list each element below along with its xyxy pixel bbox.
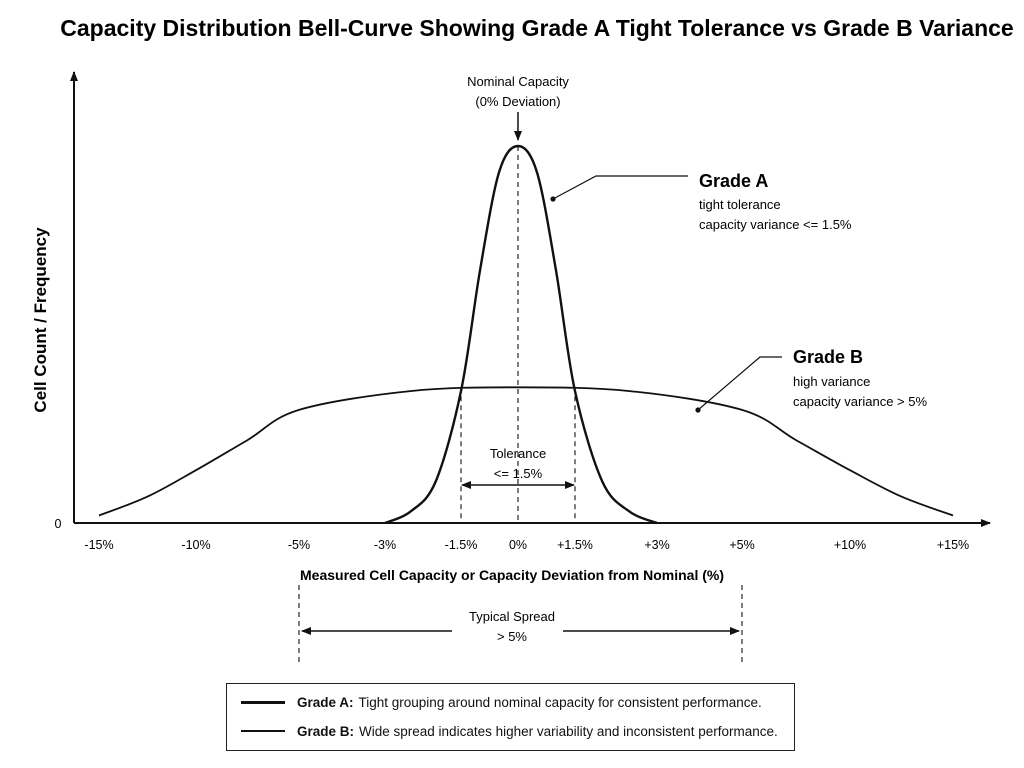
legend-grade-a-text: Tight grouping around nominal capacity f… xyxy=(358,694,762,710)
tolerance-label-line2: <= 1.5% xyxy=(494,466,543,481)
grade-b-callout-line2: capacity variance > 5% xyxy=(793,394,927,409)
legend-item-grade-a: Grade A: Tight grouping around nominal c… xyxy=(241,692,762,712)
series-line-grade-a xyxy=(384,144,658,525)
legend-box: Grade A: Tight grouping around nominal c… xyxy=(226,683,795,751)
grade-a-callout-line2: capacity variance <= 1.5% xyxy=(699,217,852,232)
grade-b-leader-dot xyxy=(695,407,701,413)
legend-item-grade-b: Grade B: Wide spread indicates higher va… xyxy=(241,721,778,741)
x-tick-label: +10% xyxy=(834,538,866,552)
grade-a-callout-title: Grade A xyxy=(699,171,768,191)
x-tick-label: -1.5% xyxy=(445,538,478,552)
grade-b-leader-line xyxy=(697,356,782,411)
x-tick-label: +15% xyxy=(937,538,969,552)
series-curves xyxy=(98,144,954,525)
guide-lines xyxy=(298,146,743,664)
grade-a-leader-dot xyxy=(550,196,556,202)
chart-title: Capacity Distribution Bell-Curve Showing… xyxy=(60,15,1013,41)
x-axis-label: Measured Cell Capacity or Capacity Devia… xyxy=(300,567,724,583)
grade-a-leader-line xyxy=(552,175,688,200)
x-tick-label: -3% xyxy=(374,538,396,552)
nominal-label-line2: (0% Deviation) xyxy=(475,94,560,109)
legend-grade-b-name: Grade B: xyxy=(297,723,355,739)
y-axis-label: Cell Count / Frequency xyxy=(31,227,50,413)
nominal-label-line1: Nominal Capacity xyxy=(467,74,569,89)
x-tick-label: -10% xyxy=(181,538,210,552)
x-tick-label: +5% xyxy=(729,538,754,552)
x-tick-label: -5% xyxy=(288,538,310,552)
tolerance-label-line1: Tolerance xyxy=(490,446,546,461)
grade-b-callout-title: Grade B xyxy=(793,347,863,367)
y-zero-label: 0 xyxy=(55,517,62,531)
x-tick-labels: -15% -10% -5% -3% -1.5% 0% +1.5% +3% +5% +10% +15% xyxy=(84,538,969,552)
series-line-grade-b xyxy=(98,386,954,517)
x-tick-label: +3% xyxy=(644,538,669,552)
x-tick-label: +1.5% xyxy=(557,538,593,552)
legend-grade-b-text: Wide spread indicates higher variability… xyxy=(359,723,778,739)
x-tick-label: 0% xyxy=(509,538,527,552)
x-tick-label: -15% xyxy=(84,538,113,552)
spread-label-line2: > 5% xyxy=(497,629,527,644)
legend-grade-a-name: Grade A: xyxy=(297,694,354,710)
grade-a-callout-line1: tight tolerance xyxy=(699,197,781,212)
legend-swatch-grade-a xyxy=(241,700,285,704)
grade-b-callout-line1: high variance xyxy=(793,374,870,389)
spread-label-line1: Typical Spread xyxy=(469,609,555,624)
legend-swatch-grade-b xyxy=(241,730,285,732)
